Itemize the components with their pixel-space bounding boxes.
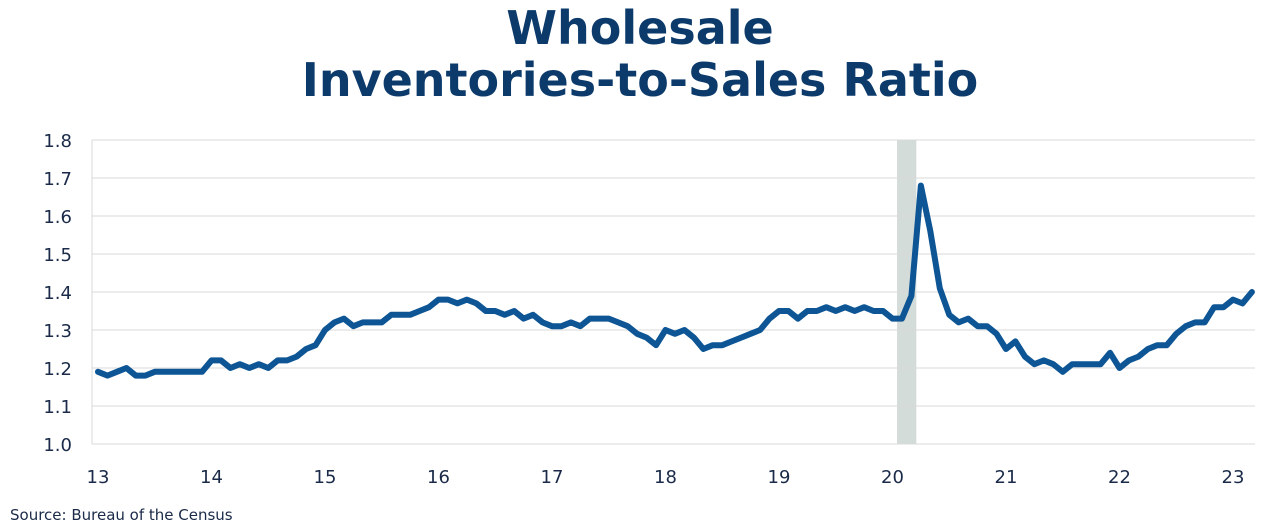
- chart-title-line-2: Inventories-to-Sales Ratio: [301, 53, 979, 107]
- y-tick-label: 1.2: [43, 359, 72, 380]
- chart-title: Wholesale Inventories-to-Sales Ratio: [0, 2, 1280, 106]
- x-tick-label: 15: [314, 467, 337, 488]
- x-tick-label: 22: [1108, 467, 1131, 488]
- y-tick-label: 1.3: [43, 321, 72, 342]
- y-tick-label: 1.4: [43, 283, 72, 304]
- y-tick-label: 1.1: [43, 397, 72, 418]
- series-line: [95, 182, 1255, 379]
- y-tick-label: 1.5: [43, 245, 72, 266]
- x-tick-label: 16: [427, 467, 450, 488]
- chart-title-line-1: Wholesale: [506, 1, 774, 55]
- x-tick-label: 23: [1222, 467, 1245, 488]
- x-tick-label: 21: [995, 467, 1018, 488]
- y-tick-label: 1.7: [43, 169, 72, 190]
- x-tick-label: 17: [541, 467, 564, 488]
- y-tick-label: 1.0: [43, 435, 72, 456]
- x-tick-label: 19: [768, 467, 791, 488]
- x-tick-label: 14: [200, 467, 223, 488]
- line-chart: 1.0 1.1 1.2 1.3 1.4 1.5 1.6 1.7 1.8 13 14 15 16 17 18 1…: [43, 131, 1255, 488]
- x-tick-label: 20: [881, 467, 904, 488]
- y-tick-label: 1.6: [43, 207, 72, 228]
- y-tick-label: 1.8: [43, 131, 72, 152]
- source-note: Source: Bureau of the Census: [10, 506, 233, 524]
- x-tick-label: 18: [654, 467, 677, 488]
- x-tick-label: 13: [87, 467, 110, 488]
